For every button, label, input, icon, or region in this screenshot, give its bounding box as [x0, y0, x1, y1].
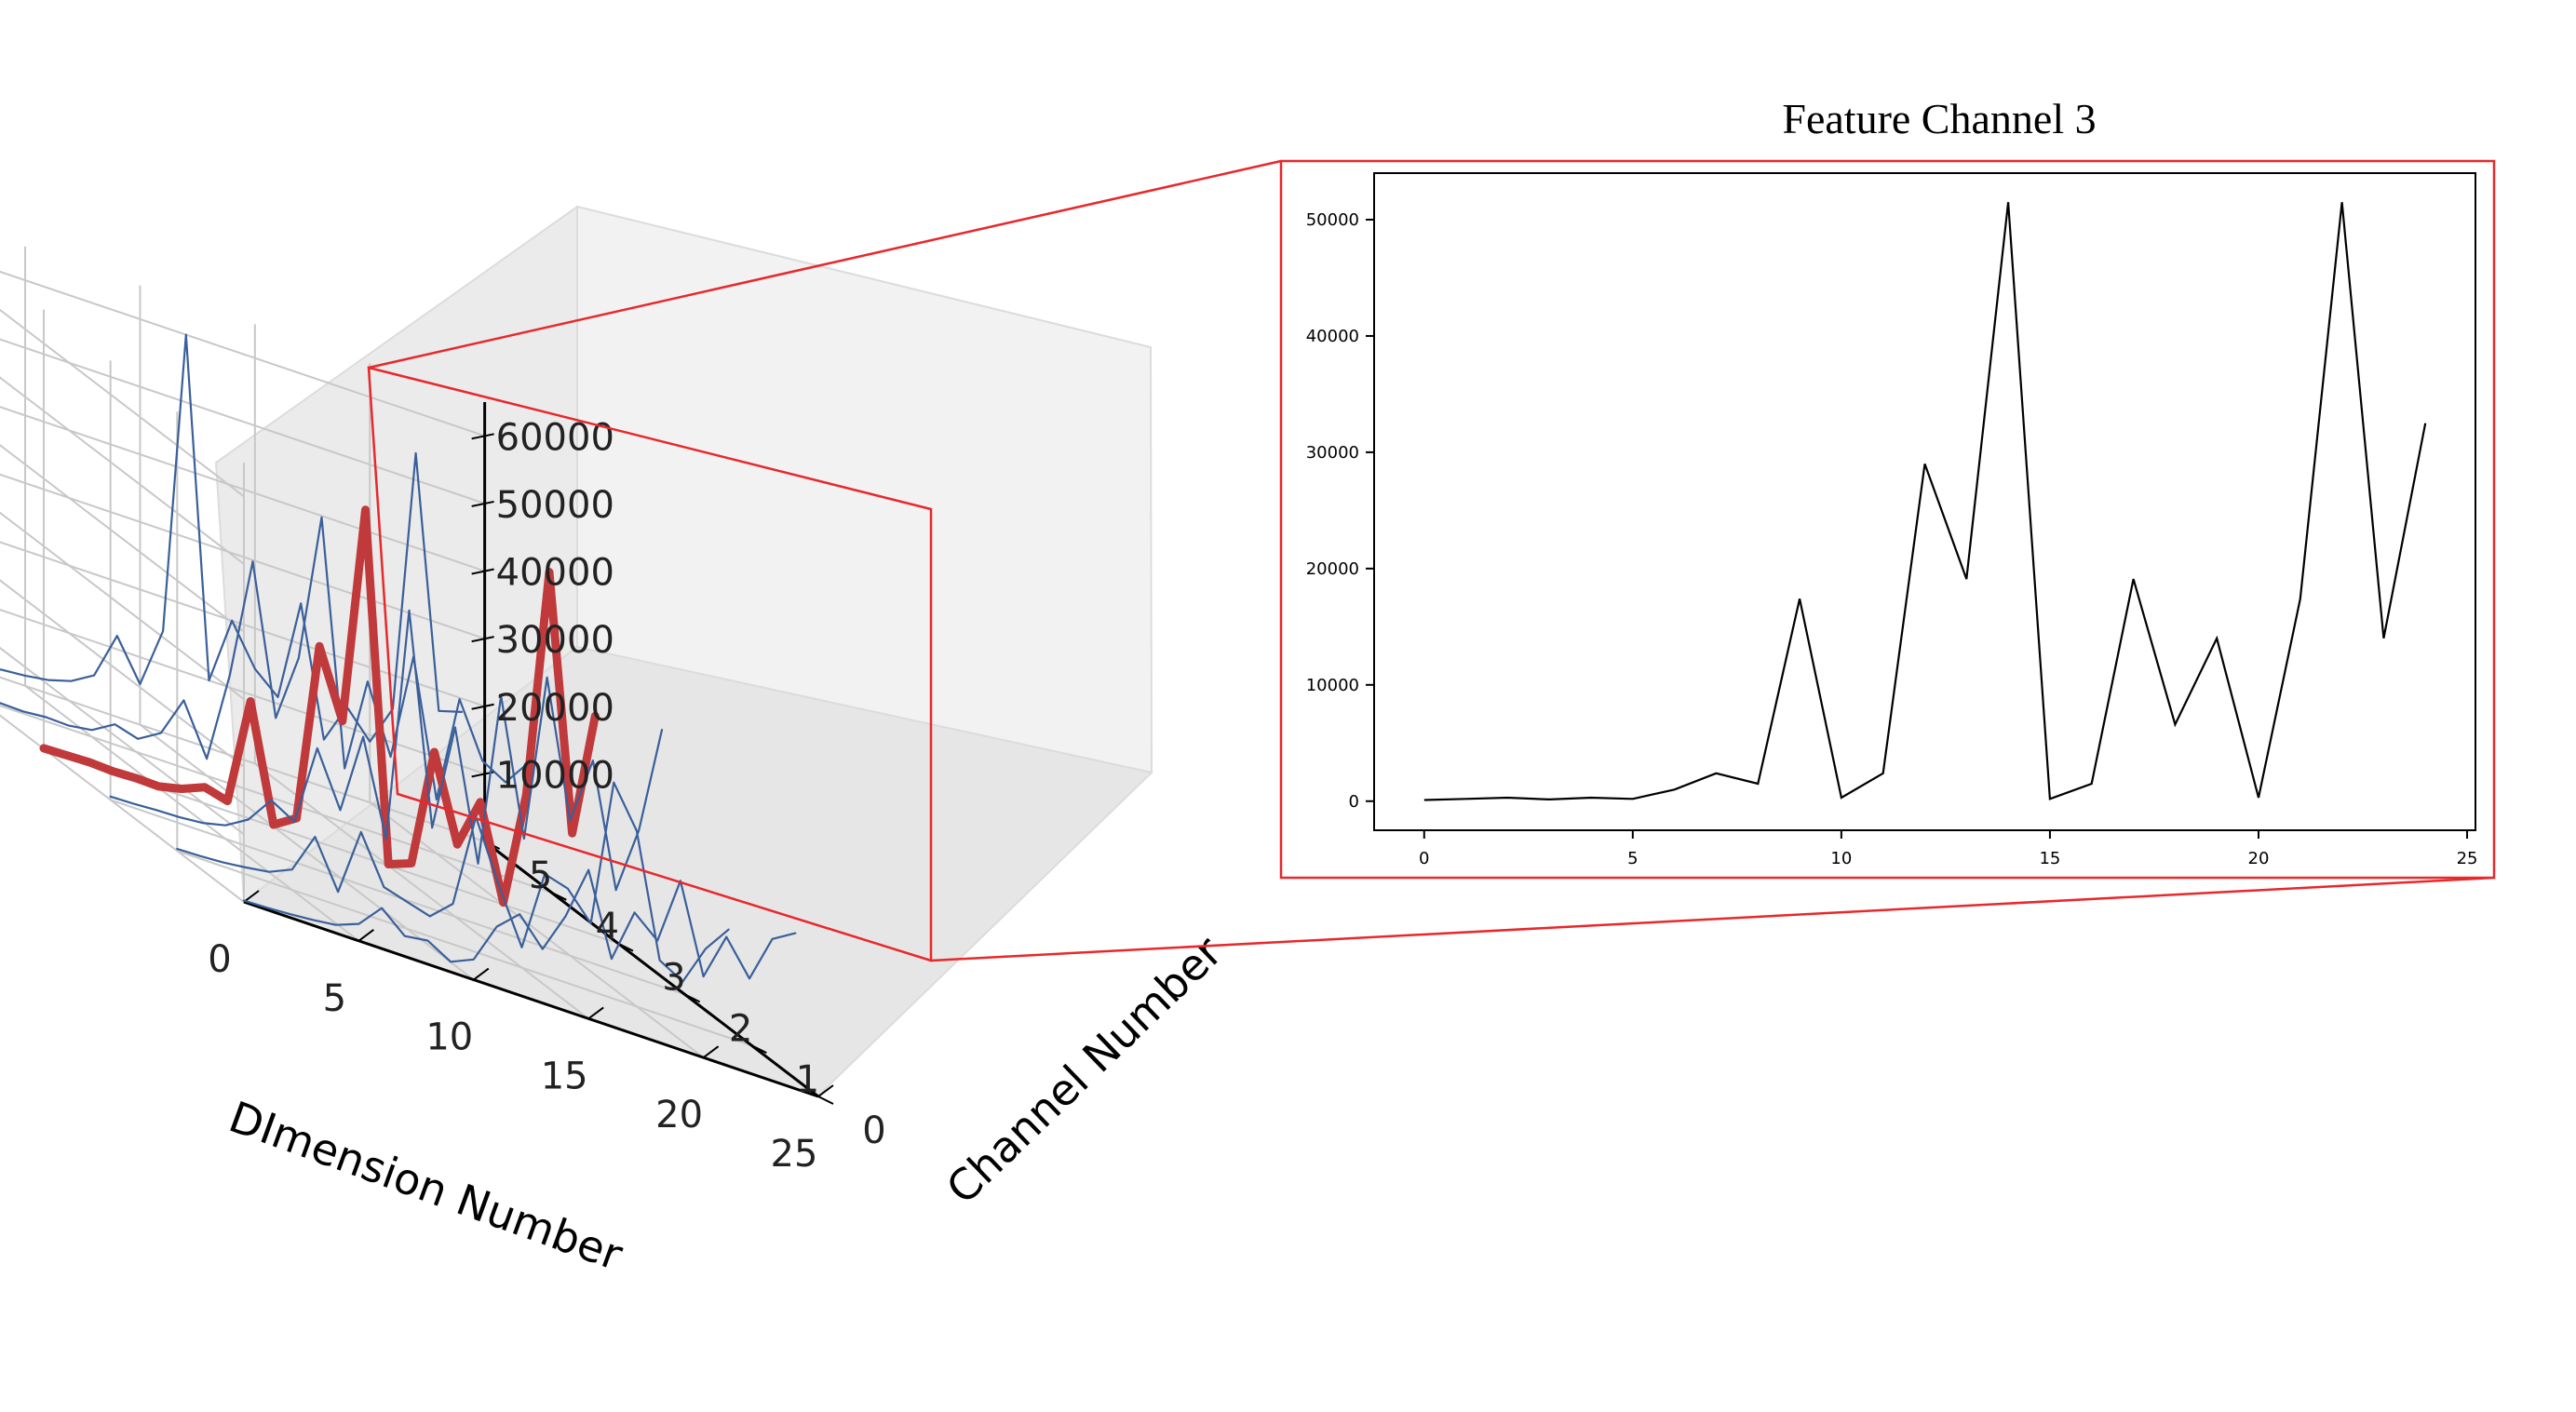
inset-series-line	[1423, 202, 2427, 801]
x-tick	[357, 928, 374, 942]
grid-line	[0, 308, 245, 498]
inset-x-tick-label: 25	[2457, 849, 2478, 868]
x-tick	[587, 1006, 604, 1020]
grid-line	[0, 473, 485, 640]
y-tick-label: 1	[796, 1058, 819, 1101]
y-tick-label: 5	[529, 854, 552, 897]
x-tick-label: 10	[425, 1016, 473, 1059]
z-tick	[471, 636, 494, 643]
x-tick	[473, 967, 490, 981]
inset-plot-area	[1373, 172, 2476, 831]
grid-line	[369, 801, 705, 1058]
y-tick	[684, 993, 701, 1003]
inset-series	[1423, 202, 2427, 801]
y-tick-label: 4	[596, 906, 619, 948]
callout	[367, 159, 2495, 962]
grid-line	[0, 443, 245, 633]
z-tick-label: 60000	[496, 416, 614, 459]
inset-x-tick-label: 15	[2039, 849, 2060, 868]
z-tick-label: 40000	[496, 552, 614, 595]
inset-y-tick-label: 0	[1349, 792, 1359, 812]
axes-3d	[243, 402, 834, 1105]
z-tick-label: 30000	[496, 619, 614, 662]
series-line-channel-2	[109, 609, 664, 892]
callout-connector-bottom	[930, 876, 2495, 962]
z-tick	[471, 703, 494, 710]
x-axis-line	[243, 900, 819, 1098]
x-tick	[817, 1084, 834, 1097]
grid-line	[0, 646, 245, 836]
series-line-channel-0	[242, 868, 797, 980]
y-tick-label: 2	[729, 1007, 752, 1050]
grid-line	[0, 511, 245, 700]
tick-labels-3d: 0510152025012345100002000030000400005000…	[208, 416, 885, 1176]
y-tick-label: 3	[662, 957, 685, 1000]
y-tick	[617, 942, 634, 952]
inset-y-tick-label: 10000	[1306, 676, 1359, 695]
y-axis-line	[483, 840, 819, 1098]
grid-line	[0, 338, 485, 504]
grid-line	[0, 270, 485, 437]
series-line-channel-1	[176, 781, 730, 983]
grid-line	[0, 714, 245, 903]
grid-line	[0, 376, 245, 565]
inset-y-tick-label: 20000	[1306, 559, 1359, 579]
x-tick-label: 5	[323, 977, 346, 1020]
x-tick-label: 25	[771, 1133, 818, 1176]
inset-chart: Feature Channel 3 0 5 10 15 20 25 0 10000 20000 3…	[1279, 95, 2496, 880]
inset-x-tick-label: 5	[1627, 849, 1638, 868]
series-line-channel-4	[0, 516, 530, 801]
y-tick-label: 0	[862, 1109, 885, 1152]
z-tick-label: 20000	[496, 687, 614, 730]
series-3d	[0, 333, 797, 983]
x-tick-label: 15	[541, 1055, 588, 1097]
y-tick	[550, 891, 567, 901]
z-tick	[471, 500, 494, 507]
inset-y-tick-label: 50000	[1306, 210, 1359, 230]
x-tick-label: 0	[208, 938, 231, 981]
x-axis-label: DImension Number	[223, 1092, 628, 1281]
z-tick-label: 10000	[496, 754, 614, 797]
callout-connector-top	[368, 159, 1282, 370]
z-tick-label: 50000	[496, 484, 614, 527]
y-tick	[750, 1044, 767, 1055]
inset-y-tick-label: 30000	[1306, 443, 1359, 463]
chart-3d: 0510152025012345100002000030000400005000…	[0, 205, 1232, 1281]
inset-frame	[1279, 159, 2496, 880]
inset-x-tick-label: 0	[1419, 849, 1429, 868]
grid-line	[0, 608, 485, 775]
x-tick	[702, 1045, 720, 1058]
grid-line	[0, 406, 485, 572]
inset-y-tick-label: 40000	[1306, 327, 1359, 346]
inset-ticks: 0 5 10 15 20 25 0 10000 20000 30000 40000 50000	[1306, 210, 2478, 868]
inset-x-tick-label: 10	[1830, 849, 1852, 868]
y-axis-label: Channel Number	[937, 926, 1232, 1214]
grid-line	[0, 579, 245, 768]
x-tick	[243, 890, 260, 903]
z-tick	[471, 568, 494, 575]
grid-line	[139, 723, 475, 981]
series-line-channel-3-highlighted	[39, 505, 600, 908]
inset-x-tick-label: 20	[2248, 849, 2270, 868]
series-line-channel-5	[0, 333, 464, 743]
grid-line	[177, 850, 752, 1047]
y-tick	[817, 1096, 834, 1105]
grid-line	[110, 799, 685, 996]
inset-title: Feature Channel 3	[1782, 95, 2096, 142]
x-tick-label: 20	[655, 1094, 703, 1136]
z-tick	[471, 433, 494, 440]
grid-line	[254, 762, 589, 1020]
